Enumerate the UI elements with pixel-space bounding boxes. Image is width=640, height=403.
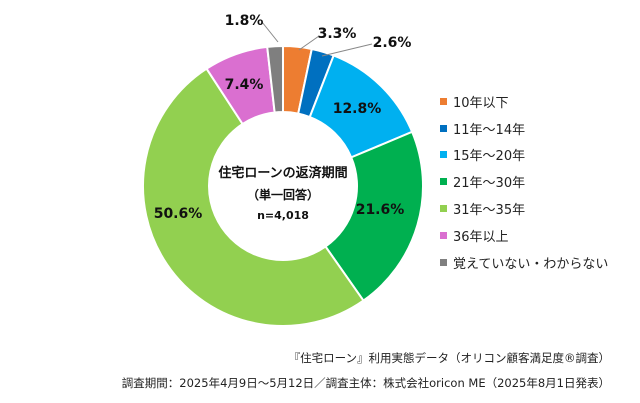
footer-period: 調査期間：2025年4月9日～5月12日／調査主体：株式会社oricon ME（… [121,376,610,390]
data-label-4: 50.6% [154,206,203,222]
legend-label: 11年～14年 [453,122,526,138]
legend-label: 31年～35年 [453,203,526,219]
data-label-3: 21.6% [356,202,405,218]
legend-label: 36年以上 [453,229,509,245]
legend-swatch [440,231,447,239]
center-subtitle: （単一回答） [247,187,319,202]
legend-item: 10年以下 [440,88,608,115]
legend: 10年以下 11年～14年 15年～20年 21年～30年 31年～35年 36年以上覚え… [440,88,608,276]
legend-item: 21年～30年 [440,168,608,195]
legend-label: 覚えていない・わからない [453,256,609,272]
data-label-2: 12.8% [333,101,382,117]
legend-swatch [440,258,447,266]
legend-label: 10年以下 [453,95,509,111]
legend-item: 15年～20年 [440,142,608,169]
legend-label: 21年～30年 [453,176,526,192]
center-n: n=4,018 [257,209,309,222]
legend-item: 36年以上 [440,222,608,249]
legend-item: 11年～14年 [440,115,608,142]
leader-line [298,35,320,51]
footer-source: 『住宅ローン』利用実態データ（オリコン顧客満足度®調査） [288,351,610,365]
legend-swatch [440,205,447,213]
center-title: 住宅ローンの返済期間 [218,165,347,181]
legend-label: 15年～20年 [453,149,526,165]
legend-swatch [440,151,447,159]
data-label-0: 3.3% [318,26,357,42]
legend-item: 31年～35年 [440,195,608,222]
legend-swatch [440,97,447,105]
legend-swatch [440,124,447,132]
slice-4 [142,67,365,327]
data-label-6: 1.8% [225,13,264,29]
leader-line [321,43,373,57]
legend-swatch [440,178,447,186]
data-label-1: 2.6% [373,35,412,51]
legend-item: 覚えていない・わからない [440,249,608,276]
slice-6 [266,44,284,114]
data-label-5: 7.4% [225,77,264,93]
slice-3 [324,130,424,302]
leader-line [261,21,279,43]
